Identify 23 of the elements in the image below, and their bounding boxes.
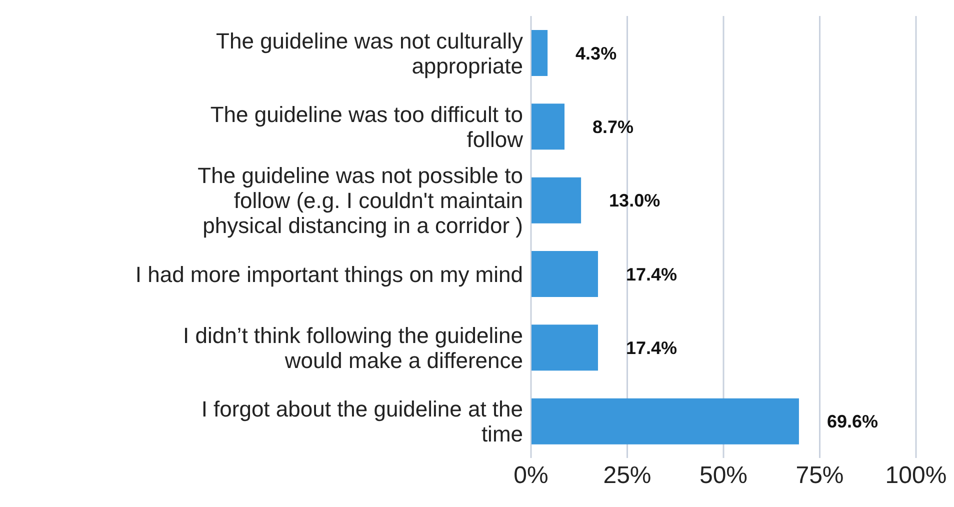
y-tick-label: The guideline was not possible to follow (e.g. I couldn't maintain physical distancing in a corridor ) [198, 162, 523, 238]
data-label: 69.6% [826, 412, 878, 432]
y-tick-label: The guideline was not culturally appropriate [216, 28, 523, 78]
data-label: 17.4% [626, 338, 678, 358]
x-tick-label: 0% [514, 462, 548, 490]
bar [531, 30, 548, 76]
x-tick-label: 75% [796, 462, 844, 490]
bar [531, 324, 598, 371]
bar [531, 251, 598, 297]
data-label: 17.4% [626, 264, 678, 284]
x-tick-label: 25% [603, 462, 652, 490]
data-label: 8.7% [592, 117, 634, 138]
data-label: 4.3% [576, 43, 617, 64]
x-tick-label: 100% [885, 462, 947, 490]
bar [531, 104, 564, 150]
x-tick-label: 50% [699, 462, 748, 490]
data-label: 13.0% [609, 190, 660, 211]
bar [531, 398, 799, 444]
bar [531, 177, 582, 224]
y-tick-label: I had more important things on my mind [135, 261, 523, 286]
y-tick-label: I forgot about the guideline at the time [201, 396, 523, 446]
y-tick-label: I didn’t think following the guideline would make a difference [182, 322, 523, 372]
y-tick-label: The guideline was too difficult to follow [210, 102, 524, 152]
